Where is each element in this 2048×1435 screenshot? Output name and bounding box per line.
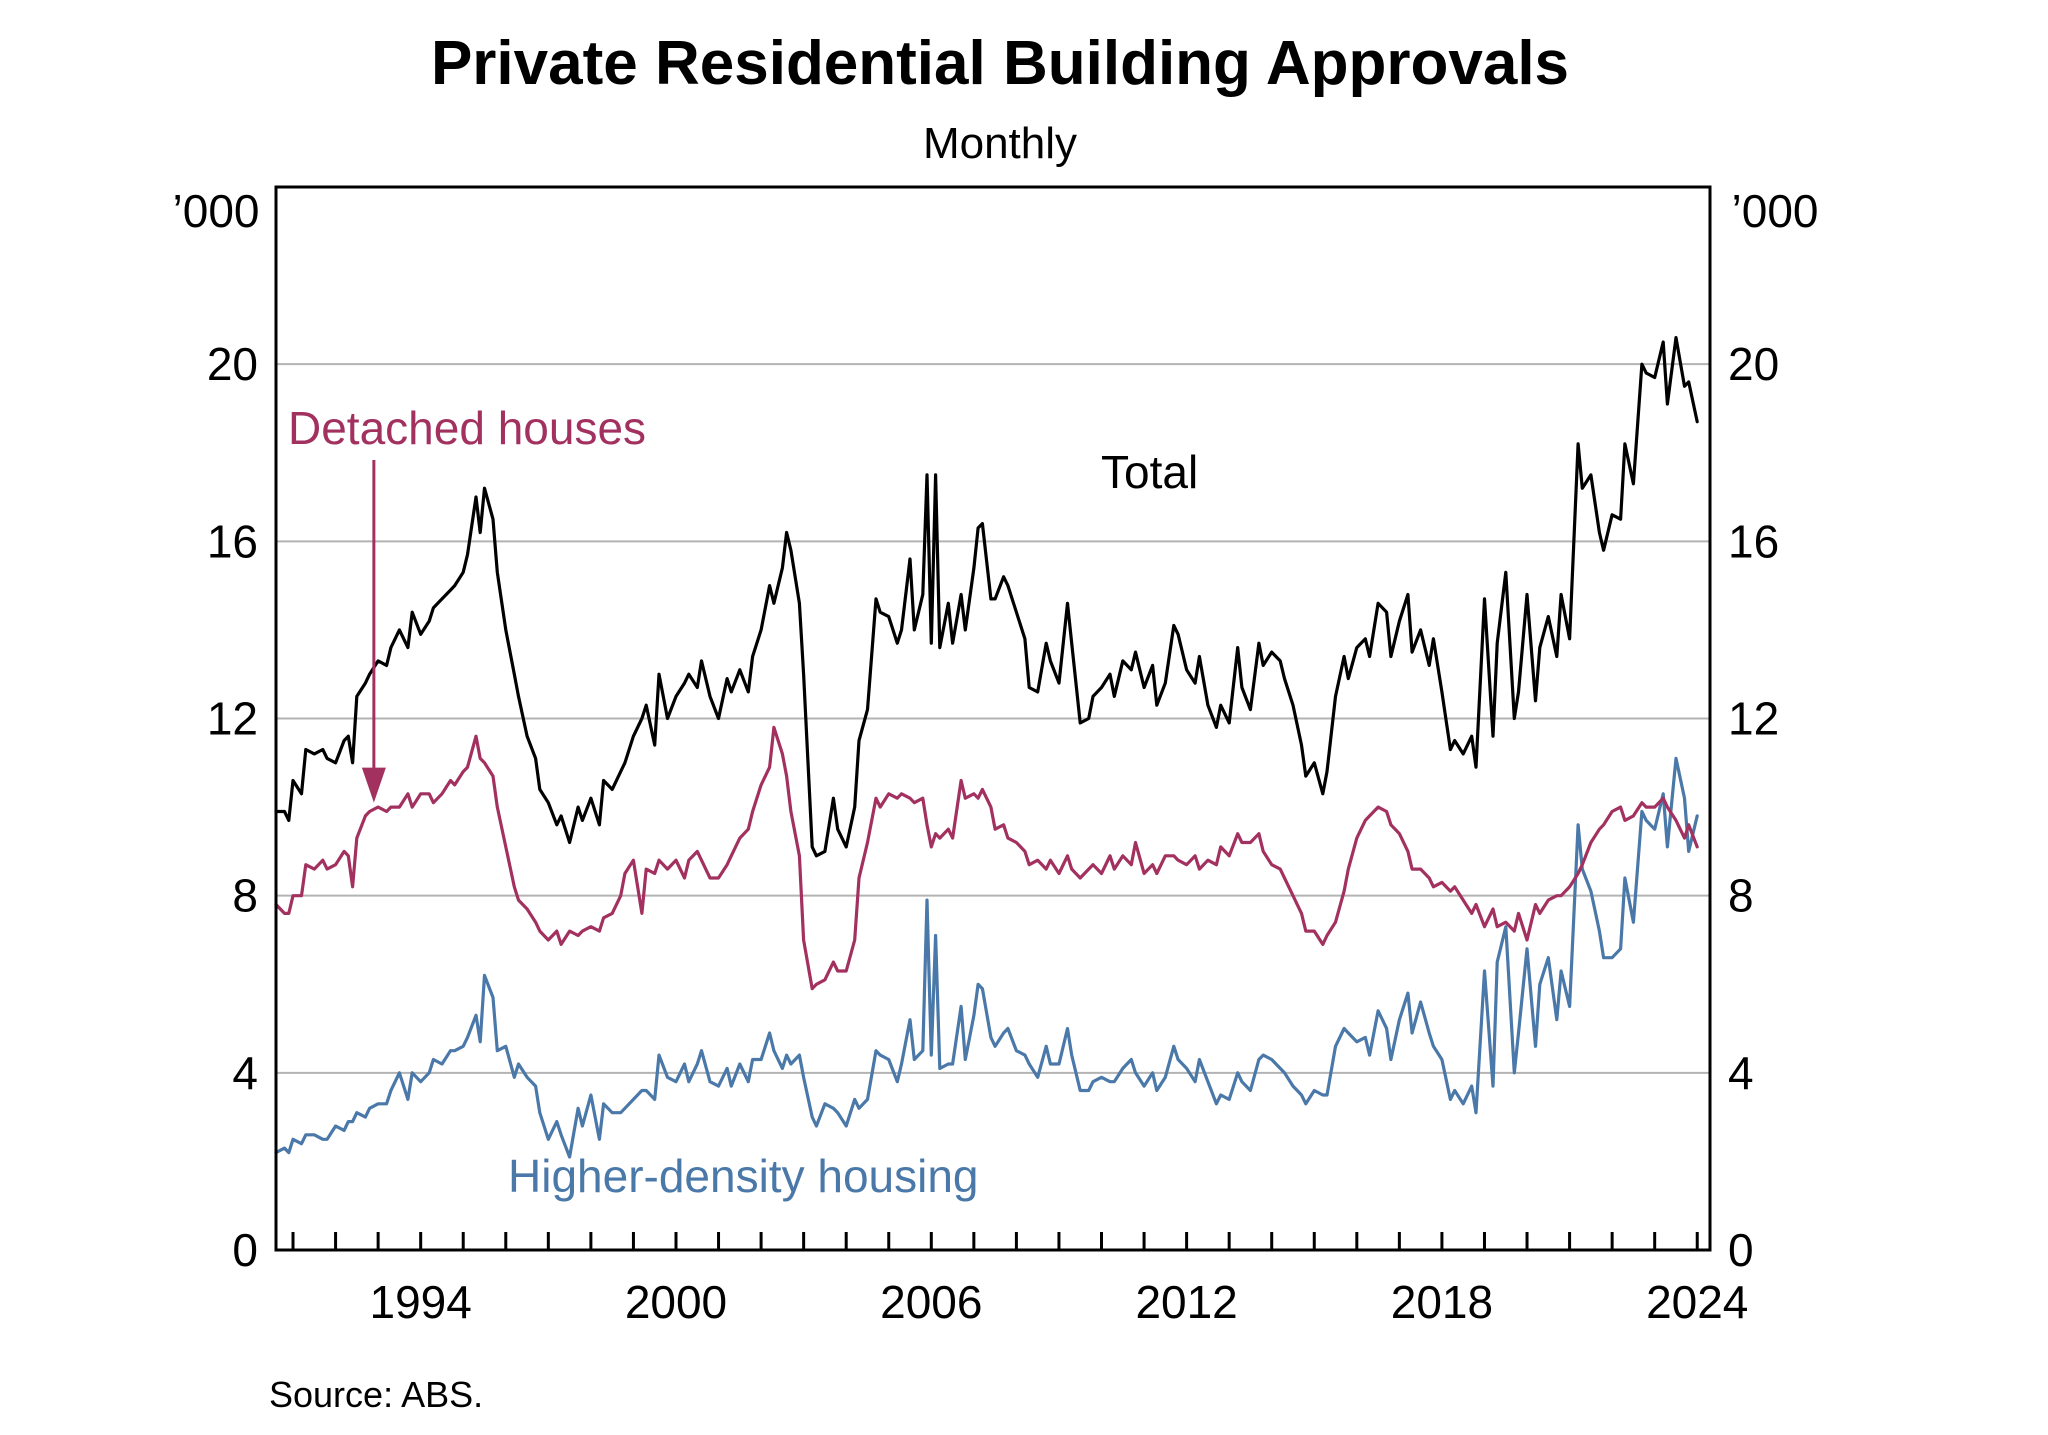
x-axis-ticks	[291, 1232, 1699, 1250]
x-axis-tick-labels: 1994 2000 2006 2012 2018 2024	[370, 1276, 1749, 1328]
x-tick-label: 2006	[880, 1276, 982, 1328]
x-tick-label: 2012	[1135, 1276, 1237, 1328]
y-tick-label-right: 16	[1728, 515, 1779, 567]
y-tick-label-left: 16	[207, 515, 258, 567]
series-line-total	[274, 336, 1699, 858]
y-tick-label-right: 20	[1728, 338, 1779, 390]
y-axis-left-unit: ’000	[173, 185, 260, 237]
series-line-detached-houses	[274, 725, 1699, 991]
series-lines	[274, 336, 1699, 1159]
x-tick-label: 1994	[370, 1276, 472, 1328]
y-tick-label-left: 20	[207, 338, 258, 390]
y-tick-label-right: 0	[1728, 1224, 1754, 1276]
y-tick-label-right: 4	[1728, 1047, 1754, 1099]
y-tick-label-left: 0	[232, 1224, 258, 1276]
y-tick-label-right: 12	[1728, 693, 1779, 745]
plot-frame	[274, 185, 1712, 1252]
arrow-head	[361, 767, 386, 803]
y-tick-label-right: 8	[1728, 870, 1754, 922]
y-axis-right-ticks: 0 4 8 12 16 20	[1728, 338, 1779, 1276]
series-line-higher-density-housing	[274, 756, 1699, 1159]
series-label-detached-houses: Detached houses	[288, 402, 646, 454]
chart-title: Private Residential Building Approvals	[431, 29, 1569, 98]
x-tick-label: 2000	[625, 1276, 727, 1328]
y-axis-left-ticks: 0 4 8 12 16 20	[207, 338, 258, 1276]
detached-houses-arrow	[361, 460, 386, 803]
gridlines	[276, 363, 1710, 1074]
x-tick-label: 2018	[1391, 1276, 1493, 1328]
y-tick-label-left: 8	[232, 870, 258, 922]
series-label-higher-density: Higher-density housing	[508, 1150, 979, 1202]
x-tick-label: 2024	[1646, 1276, 1748, 1328]
y-axis-right-unit: ’000	[1732, 185, 1819, 237]
source-note: Source: ABS.	[269, 1374, 483, 1415]
y-tick-label-left: 12	[207, 693, 258, 745]
chart-subtitle: Monthly	[923, 119, 1077, 168]
y-tick-label-left: 4	[232, 1047, 258, 1099]
series-label-total: Total	[1101, 446, 1198, 498]
